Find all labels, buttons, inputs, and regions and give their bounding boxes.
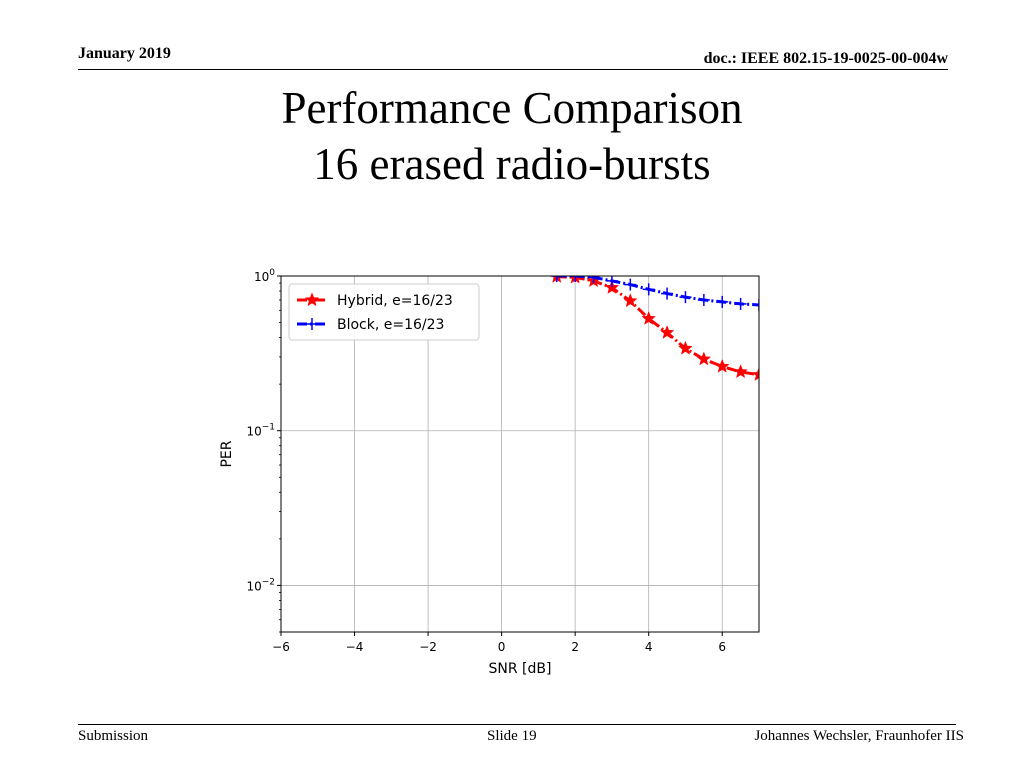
data-point-hybrid (659, 325, 675, 339)
plot-area-frame (280, 275, 760, 633)
data-point-block (587, 276, 600, 284)
y-tick-label-base: 10 (246, 579, 261, 593)
data-point-hybrid (733, 364, 748, 379)
header-date: January 2019 (78, 45, 171, 62)
footer-submission: Submission (78, 728, 149, 744)
data-point-block (550, 276, 563, 282)
legend-label-hybrid: Hybrid, e=16/23 (337, 293, 453, 309)
data-point-hybrid (604, 280, 620, 294)
data-point-block (716, 295, 729, 308)
y-tick-label: 10−1 (246, 423, 275, 439)
x-tick-label: 4 (645, 640, 653, 654)
data-point-hybrid (678, 340, 693, 355)
footer-author: Johannes Wechsler, Fraunhofer IIS (754, 728, 964, 744)
series-line-hybrid (556, 276, 759, 377)
series-line-block (556, 276, 759, 307)
legend-marker-block (306, 318, 318, 330)
data-point-block (605, 276, 618, 287)
x-tick-label: −2 (419, 640, 437, 654)
data-point-block (661, 287, 674, 300)
x-tick-label: 0 (498, 640, 506, 654)
data-point-block (753, 298, 759, 311)
y-tick-label-exponent: 0 (269, 268, 275, 278)
y-tick-label-exponent: −2 (262, 577, 275, 587)
chart-legend: Hybrid, e=16/23 Block, e=16/23 (288, 283, 480, 341)
data-point-block (679, 291, 692, 304)
y-tick-label: 10−2 (246, 577, 275, 593)
per-chart: −6 −4 −2 0 2 4 6 100 10−1 10−2 SNR [dB] PER Hybri… (205, 262, 785, 682)
slide-title-line2: 16 erased radio-bursts (313, 139, 711, 189)
data-point-block (569, 276, 582, 282)
y-tick-label: 100 (254, 268, 275, 284)
data-point-hybrid (751, 367, 759, 381)
data-point-hybrid (641, 310, 657, 325)
header-divider (78, 69, 948, 70)
legend-box (288, 283, 480, 341)
footer-slide-number: Slide 19 (487, 728, 537, 744)
data-point-block (624, 278, 637, 291)
data-point-hybrid (714, 358, 730, 373)
y-tick-label-base: 10 (254, 270, 269, 284)
data-point-block (642, 283, 655, 296)
legend-marker-hybrid (304, 292, 320, 307)
data-point-block (697, 293, 710, 306)
y-axis-label: PER (219, 440, 235, 467)
x-tick-label: −4 (346, 640, 364, 654)
y-tick-label-base: 10 (246, 425, 261, 439)
header-doc-id: doc.: IEEE 802.15-19-0025-00-004w (703, 50, 948, 67)
x-tick-label: 2 (571, 640, 579, 654)
chart-series (550, 276, 759, 381)
y-tick-label-exponent: −1 (262, 423, 275, 433)
slide-title: Performance Comparison 16 erased radio-b… (0, 80, 1024, 192)
data-point-hybrid (696, 351, 712, 366)
x-tick-label: 6 (718, 640, 726, 654)
footer-divider (78, 724, 956, 725)
x-tick-label: −6 (272, 640, 290, 654)
x-axis-label: SNR [dB] (489, 661, 552, 677)
data-point-hybrid (622, 293, 638, 308)
legend-label-block: Block, e=16/23 (337, 317, 444, 333)
slide-title-line1: Performance Comparison (281, 83, 743, 133)
data-point-block (734, 297, 747, 310)
